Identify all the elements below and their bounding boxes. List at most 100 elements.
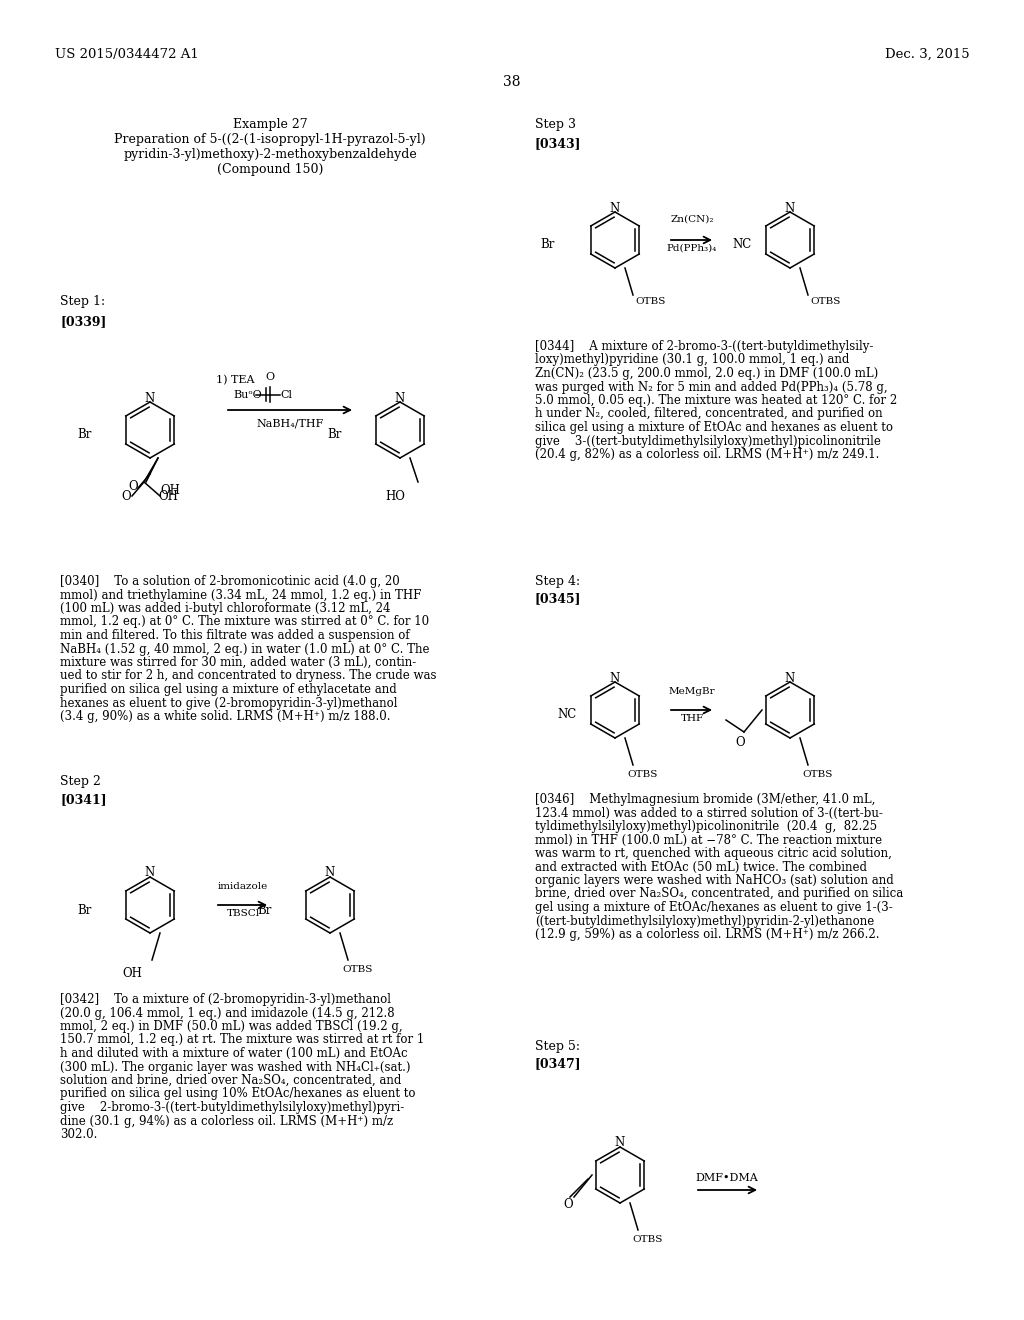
Text: N: N	[784, 672, 795, 685]
Text: 302.0.: 302.0.	[60, 1129, 97, 1140]
Text: OTBS: OTBS	[802, 770, 833, 779]
Text: 38: 38	[503, 75, 521, 88]
Text: Step 3: Step 3	[535, 117, 575, 131]
Text: (3.4 g, 90%) as a white solid. LRMS (M+H⁺) m/z 188.0.: (3.4 g, 90%) as a white solid. LRMS (M+H…	[60, 710, 390, 723]
Text: NaBH₄ (1.52 g, 40 mmol, 2 eq.) in water (1.0 mL) at 0° C. The: NaBH₄ (1.52 g, 40 mmol, 2 eq.) in water …	[60, 643, 429, 656]
Text: Zn(CN)₂: Zn(CN)₂	[671, 215, 714, 224]
Text: ued to stir for 2 h, and concentrated to dryness. The crude was: ued to stir for 2 h, and concentrated to…	[60, 669, 436, 682]
Text: OTBS: OTBS	[635, 297, 666, 306]
Text: Dec. 3, 2015: Dec. 3, 2015	[886, 48, 970, 61]
Text: THF: THF	[680, 714, 703, 723]
Text: OTBS: OTBS	[342, 965, 373, 974]
Text: tyldimethylsilyloxy)methyl)picolinonitrile  (20.4  g,  82.25: tyldimethylsilyloxy)methyl)picolinonitri…	[535, 820, 878, 833]
Text: Step 4:: Step 4:	[535, 576, 581, 587]
Text: Br: Br	[328, 429, 342, 441]
Text: Step 2: Step 2	[60, 775, 101, 788]
Text: US 2015/0344472 A1: US 2015/0344472 A1	[55, 48, 199, 61]
Text: O: O	[735, 735, 744, 748]
Text: solution and brine, dried over Na₂SO₄, concentrated, and: solution and brine, dried over Na₂SO₄, c…	[60, 1074, 401, 1086]
Text: silica gel using a mixture of EtOAc and hexanes as eluent to: silica gel using a mixture of EtOAc and …	[535, 421, 893, 434]
Text: mmol, 1.2 eq.) at 0° C. The mixture was stirred at 0° C. for 10: mmol, 1.2 eq.) at 0° C. The mixture was …	[60, 615, 429, 628]
Text: Pd(PPh₃)₄: Pd(PPh₃)₄	[667, 244, 717, 253]
Text: O: O	[563, 1199, 572, 1212]
Text: BuᵒO: BuᵒO	[233, 389, 262, 400]
Text: DMF•DMA: DMF•DMA	[695, 1173, 759, 1183]
Text: Br: Br	[258, 903, 272, 916]
Text: OH: OH	[122, 968, 142, 979]
Text: OTBS: OTBS	[810, 297, 841, 306]
Text: purified on silica gel using a mixture of ethylacetate and: purified on silica gel using a mixture o…	[60, 682, 396, 696]
Text: O: O	[121, 491, 131, 503]
Text: Example 27: Example 27	[232, 117, 307, 131]
Text: N: N	[614, 1137, 625, 1150]
Text: O: O	[265, 372, 274, 381]
Text: purified on silica gel using 10% EtOAc/hexanes as eluent to: purified on silica gel using 10% EtOAc/h…	[60, 1088, 416, 1101]
Text: was purged with N₂ for 5 min and added Pd(PPh₃)₄ (5.78 g,: was purged with N₂ for 5 min and added P…	[535, 380, 888, 393]
Text: [0340]    To a solution of 2-bromonicotinic acid (4.0 g, 20: [0340] To a solution of 2-bromonicotinic…	[60, 576, 399, 587]
Text: pyridin-3-yl)methoxy)-2-methoxybenzaldehyde: pyridin-3-yl)methoxy)-2-methoxybenzaldeh…	[123, 148, 417, 161]
Text: [0346]    Methylmagnesium bromide (3M/ether, 41.0 mL,: [0346] Methylmagnesium bromide (3M/ether…	[535, 793, 876, 807]
Text: h under N₂, cooled, filtered, concentrated, and purified on: h under N₂, cooled, filtered, concentrat…	[535, 408, 883, 421]
Text: O: O	[128, 480, 138, 494]
Text: OTBS: OTBS	[627, 770, 657, 779]
Text: Br: Br	[78, 903, 92, 916]
Text: Step 5:: Step 5:	[535, 1040, 580, 1053]
Text: min and filtered. To this filtrate was added a suspension of: min and filtered. To this filtrate was a…	[60, 630, 410, 642]
Text: Step 1:: Step 1:	[60, 294, 105, 308]
Text: 150.7 mmol, 1.2 eq.) at rt. The mixture was stirred at rt for 1: 150.7 mmol, 1.2 eq.) at rt. The mixture …	[60, 1034, 424, 1047]
Text: [0344]    A mixture of 2-bromo-3-((tert-butyldimethylsily-: [0344] A mixture of 2-bromo-3-((tert-but…	[535, 341, 873, 352]
Text: NaBH₄/THF: NaBH₄/THF	[256, 418, 324, 428]
Text: (Compound 150): (Compound 150)	[217, 162, 324, 176]
Text: OH: OH	[160, 483, 180, 496]
Text: give    2-bromo-3-((tert-butyldimethylsilyloxy)methyl)pyri-: give 2-bromo-3-((tert-butyldimethylsilyl…	[60, 1101, 404, 1114]
Text: [0342]    To a mixture of (2-bromopyridin-3-yl)methanol: [0342] To a mixture of (2-bromopyridin-3…	[60, 993, 391, 1006]
Text: hexanes as eluent to give (2-bromopyridin-3-yl)methanol: hexanes as eluent to give (2-bromopyridi…	[60, 697, 397, 710]
Text: Br: Br	[541, 239, 555, 252]
Text: N: N	[325, 866, 335, 879]
Text: N: N	[144, 866, 155, 879]
Text: [0345]: [0345]	[535, 591, 582, 605]
Text: N: N	[610, 202, 621, 214]
Text: Cl: Cl	[280, 389, 292, 400]
Text: [0339]: [0339]	[60, 315, 106, 327]
Text: [0347]: [0347]	[535, 1057, 582, 1071]
Text: mixture was stirred for 30 min, added water (3 mL), contin-: mixture was stirred for 30 min, added wa…	[60, 656, 416, 669]
Text: (20.0 g, 106.4 mmol, 1 eq.) and imidazole (14.5 g, 212.8: (20.0 g, 106.4 mmol, 1 eq.) and imidazol…	[60, 1006, 394, 1019]
Text: ((tert-butyldimethylsilyloxy)methyl)pyridin-2-yl)ethanone: ((tert-butyldimethylsilyloxy)methyl)pyri…	[535, 915, 874, 928]
Text: mmol) in THF (100.0 mL) at −78° C. The reaction mixture: mmol) in THF (100.0 mL) at −78° C. The r…	[535, 833, 882, 846]
Text: (12.9 g, 59%) as a colorless oil. LRMS (M+H⁺) m/z 266.2.: (12.9 g, 59%) as a colorless oil. LRMS (…	[535, 928, 880, 941]
Text: organic layers were washed with NaHCO₃ (sat) solution and: organic layers were washed with NaHCO₃ (…	[535, 874, 894, 887]
Text: N: N	[610, 672, 621, 685]
Text: gel using a mixture of EtOAc/hexanes as eluent to give 1-(3-: gel using a mixture of EtOAc/hexanes as …	[535, 902, 893, 913]
Text: [0341]: [0341]	[60, 793, 106, 807]
Text: loxy)methyl)pyridine (30.1 g, 100.0 mmol, 1 eq.) and: loxy)methyl)pyridine (30.1 g, 100.0 mmol…	[535, 354, 849, 367]
Text: Zn(CN)₂ (23.5 g, 200.0 mmol, 2.0 eq.) in DMF (100.0 mL): Zn(CN)₂ (23.5 g, 200.0 mmol, 2.0 eq.) in…	[535, 367, 879, 380]
Text: TBSCl: TBSCl	[226, 909, 259, 917]
Text: NC: NC	[733, 239, 752, 252]
Text: (20.4 g, 82%) as a colorless oil. LRMS (M+H⁺) m/z 249.1.: (20.4 g, 82%) as a colorless oil. LRMS (…	[535, 447, 880, 461]
Text: OTBS: OTBS	[632, 1236, 663, 1243]
Text: Preparation of 5-((2-(1-isopropyl-1H-pyrazol-5-yl): Preparation of 5-((2-(1-isopropyl-1H-pyr…	[115, 133, 426, 147]
Text: h and diluted with a mixture of water (100 mL) and EtOAc: h and diluted with a mixture of water (1…	[60, 1047, 408, 1060]
Text: N: N	[395, 392, 406, 404]
Text: dine (30.1 g, 94%) as a colorless oil. LRMS (M+H⁺) m/z: dine (30.1 g, 94%) as a colorless oil. L…	[60, 1114, 393, 1127]
Text: mmol, 2 eq.) in DMF (50.0 mL) was added TBSCl (19.2 g,: mmol, 2 eq.) in DMF (50.0 mL) was added …	[60, 1020, 402, 1034]
Text: 5.0 mmol, 0.05 eq.). The mixture was heated at 120° C. for 2: 5.0 mmol, 0.05 eq.). The mixture was hea…	[535, 393, 897, 407]
Text: was warm to rt, quenched with aqueous citric acid solution,: was warm to rt, quenched with aqueous ci…	[535, 847, 892, 861]
Text: (100 mL) was added i-butyl chloroformate (3.12 mL, 24: (100 mL) was added i-butyl chloroformate…	[60, 602, 390, 615]
Text: N: N	[784, 202, 795, 214]
Text: and extracted with EtOAc (50 mL) twice. The combined: and extracted with EtOAc (50 mL) twice. …	[535, 861, 867, 874]
Text: imidazole: imidazole	[218, 882, 268, 891]
Text: MeMgBr: MeMgBr	[669, 686, 716, 696]
Text: [0343]: [0343]	[535, 137, 582, 150]
Text: give    3-((tert-butyldimethylsilyloxy)methyl)picolinonitrile: give 3-((tert-butyldimethylsilyloxy)meth…	[535, 434, 881, 447]
Text: brine, dried over Na₂SO₄, concentrated, and purified on silica: brine, dried over Na₂SO₄, concentrated, …	[535, 887, 903, 900]
Text: OH: OH	[158, 491, 178, 503]
Text: 1) TEA: 1) TEA	[216, 375, 254, 385]
Text: (300 mL). The organic layer was washed with NH₄Cl₊(sat.): (300 mL). The organic layer was washed w…	[60, 1060, 411, 1073]
Text: 123.4 mmol) was added to a stirred solution of 3-((tert-bu-: 123.4 mmol) was added to a stirred solut…	[535, 807, 883, 820]
Text: HO: HO	[385, 490, 406, 503]
Text: NC: NC	[558, 709, 577, 722]
Text: Br: Br	[78, 429, 92, 441]
Text: N: N	[144, 392, 155, 404]
